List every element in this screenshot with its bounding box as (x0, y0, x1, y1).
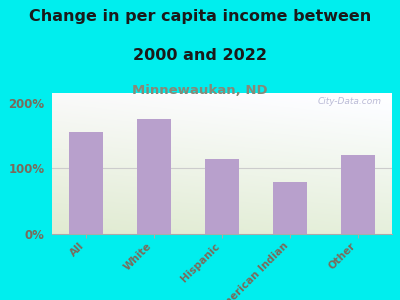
Bar (273, 182, 307, 234)
Bar (341, 155, 375, 234)
Text: Minnewaukan, ND: Minnewaukan, ND (132, 84, 268, 97)
Bar (69, 132, 103, 234)
Text: 2000 and 2022: 2000 and 2022 (133, 48, 267, 63)
Text: City-Data.com: City-Data.com (318, 97, 382, 106)
Bar (137, 119, 171, 234)
Text: Change in per capita income between: Change in per capita income between (29, 9, 371, 24)
Bar (205, 159, 239, 234)
